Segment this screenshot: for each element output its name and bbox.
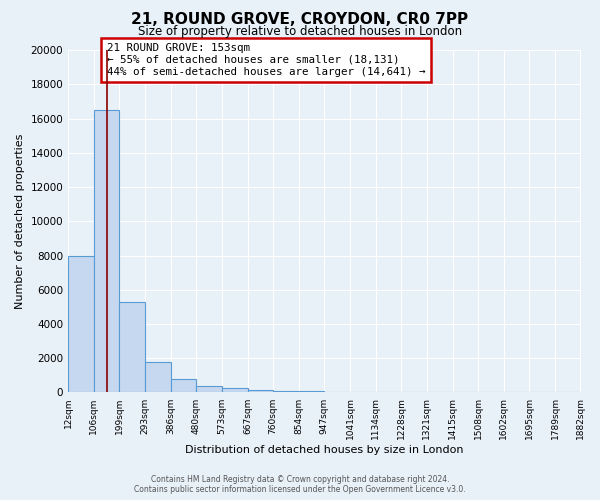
Text: Size of property relative to detached houses in London: Size of property relative to detached ho… [138, 25, 462, 38]
Bar [273, 390, 299, 392]
X-axis label: Distribution of detached houses by size in London: Distribution of detached houses by size … [185, 445, 464, 455]
Bar [68, 256, 94, 392]
Bar [145, 362, 170, 392]
Bar [222, 388, 248, 392]
Text: 21 ROUND GROVE: 153sqm
← 55% of detached houses are smaller (18,131)
44% of semi: 21 ROUND GROVE: 153sqm ← 55% of detached… [107, 44, 425, 76]
Bar [248, 390, 273, 392]
Bar [196, 386, 222, 392]
Bar [94, 110, 119, 393]
Y-axis label: Number of detached properties: Number of detached properties [15, 134, 25, 309]
Text: 21, ROUND GROVE, CROYDON, CR0 7PP: 21, ROUND GROVE, CROYDON, CR0 7PP [131, 12, 469, 28]
Bar [119, 302, 145, 392]
Text: Contains HM Land Registry data © Crown copyright and database right 2024.
Contai: Contains HM Land Registry data © Crown c… [134, 474, 466, 494]
Bar [299, 391, 325, 392]
Bar [170, 379, 196, 392]
